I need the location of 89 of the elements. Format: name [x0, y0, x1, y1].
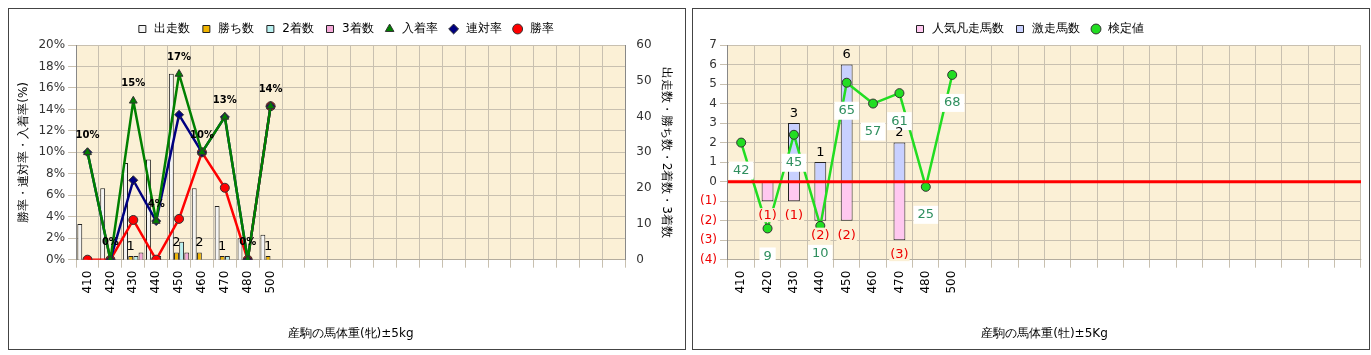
data-label: 2 — [195, 234, 204, 250]
data-label: 1 — [816, 143, 825, 159]
data-label: (1) — [784, 207, 804, 223]
data-label: 9 — [763, 247, 772, 263]
x-tick-label: 440 — [148, 270, 163, 294]
data-label: 68 — [943, 94, 961, 110]
data-label: 14% — [258, 82, 283, 94]
y-tick-label: 0% — [46, 251, 66, 266]
data-label: 10% — [75, 128, 100, 140]
y2-tick-label: 20 — [636, 180, 652, 195]
x-axis-title: 産駒の馬体重(牝)±5kg — [287, 325, 414, 340]
legend-label: 3着数 — [342, 21, 374, 36]
data-label: 25 — [917, 206, 935, 222]
legend-label: 検定値 — [1108, 21, 1144, 36]
x-tick-label: 500 — [262, 270, 277, 294]
data-label: 10 — [812, 245, 829, 261]
x-tick-label: 420 — [102, 270, 117, 294]
y-tick-label: 6% — [46, 187, 66, 202]
x-tick-label: 480 — [917, 270, 932, 294]
legend-label: 人気凡走馬数 — [932, 21, 1004, 36]
x-tick-label: 470 — [891, 270, 906, 294]
y-tick-label: 16% — [38, 80, 66, 95]
y-tick-label: 2% — [46, 230, 66, 245]
y-tick-label: 0 — [709, 173, 717, 188]
x-tick-label: 470 — [216, 270, 231, 294]
y2-tick-label: 30 — [636, 144, 652, 159]
x-tick-label: 430 — [125, 270, 140, 294]
y-tick-label: (3) — [700, 232, 717, 247]
y-tick-label: 3 — [709, 115, 717, 130]
data-label: 1 — [218, 237, 227, 253]
x-tick-label: 450 — [838, 270, 853, 294]
x-tick-label: 430 — [786, 270, 801, 294]
data-label: 6 — [842, 46, 851, 62]
y2-tick-label: 60 — [636, 37, 652, 52]
legend-label: 連対率 — [465, 21, 502, 36]
y-tick-label: 12% — [38, 123, 66, 137]
y-tick-label: (2) — [700, 212, 717, 227]
y2-tick-label: 0 — [636, 251, 644, 266]
y-tick-label: (1) — [700, 193, 717, 208]
x-tick-label: 410 — [733, 270, 748, 294]
y-tick-label: 6 — [709, 56, 717, 71]
y-tick-label: 4% — [46, 208, 66, 223]
x-tick-label: 460 — [194, 270, 209, 294]
data-label: (1) — [758, 207, 777, 223]
y-tick-label: 10% — [38, 144, 66, 159]
data-label: 1 — [263, 237, 273, 253]
data-label: 15% — [121, 77, 146, 89]
y2-axis-title: 出走数・勝ち数・2着数・3着数 — [659, 66, 674, 238]
y-tick-label: 14% — [38, 101, 66, 116]
data-label: 42 — [732, 161, 750, 177]
legend-label: 勝率 — [529, 21, 554, 36]
x-axis-title: 産駒の馬体重(牡)±5Kg — [981, 325, 1108, 340]
data-label: 45 — [785, 154, 803, 170]
data-label: 1 — [126, 237, 135, 253]
data-label: (3) — [890, 246, 909, 262]
data-label: 3 — [789, 104, 799, 120]
data-label: (2) — [811, 226, 830, 242]
y-tick-label: 7 — [709, 37, 717, 52]
data-label: 17% — [167, 50, 192, 62]
data-label: 57 — [864, 122, 882, 138]
data-label: 2 — [172, 234, 181, 250]
y-tick-label: 20% — [38, 37, 66, 52]
y-tick-label: 4 — [709, 95, 717, 110]
legend-label: 出走数 — [154, 21, 191, 36]
legend-label: 2着数 — [282, 21, 315, 36]
x-tick-label: 500 — [944, 270, 959, 294]
y-tick-label: 8% — [46, 165, 66, 180]
x-tick-label: 480 — [239, 270, 254, 294]
legend-label: 激走馬数 — [1032, 21, 1080, 36]
y-tick-label: 18% — [38, 58, 66, 73]
x-tick-label: 450 — [171, 270, 186, 294]
y-tick-label: 5 — [709, 76, 717, 91]
y-tick-label: (4) — [700, 251, 717, 266]
data-label: 65 — [838, 102, 855, 118]
x-tick-label: 440 — [812, 270, 827, 294]
x-tick-label: 420 — [759, 270, 774, 294]
data-label: 0% — [101, 236, 119, 248]
x-tick-label: 460 — [865, 270, 880, 294]
data-label: 13% — [212, 93, 237, 105]
y-tick-label: 1 — [709, 154, 717, 169]
legend-label: 勝ち数 — [218, 21, 255, 36]
y-axis-title: 勝率・連対率・入着率(%) — [16, 81, 31, 223]
data-label: (2) — [837, 226, 856, 242]
y2-tick-label: 50 — [636, 72, 652, 87]
y2-tick-label: 10 — [636, 216, 652, 231]
legend-label: 入着率 — [401, 21, 438, 36]
x-tick-label: 410 — [79, 270, 94, 294]
y2-tick-label: 40 — [636, 108, 652, 123]
y-tick-label: 2 — [709, 134, 717, 149]
